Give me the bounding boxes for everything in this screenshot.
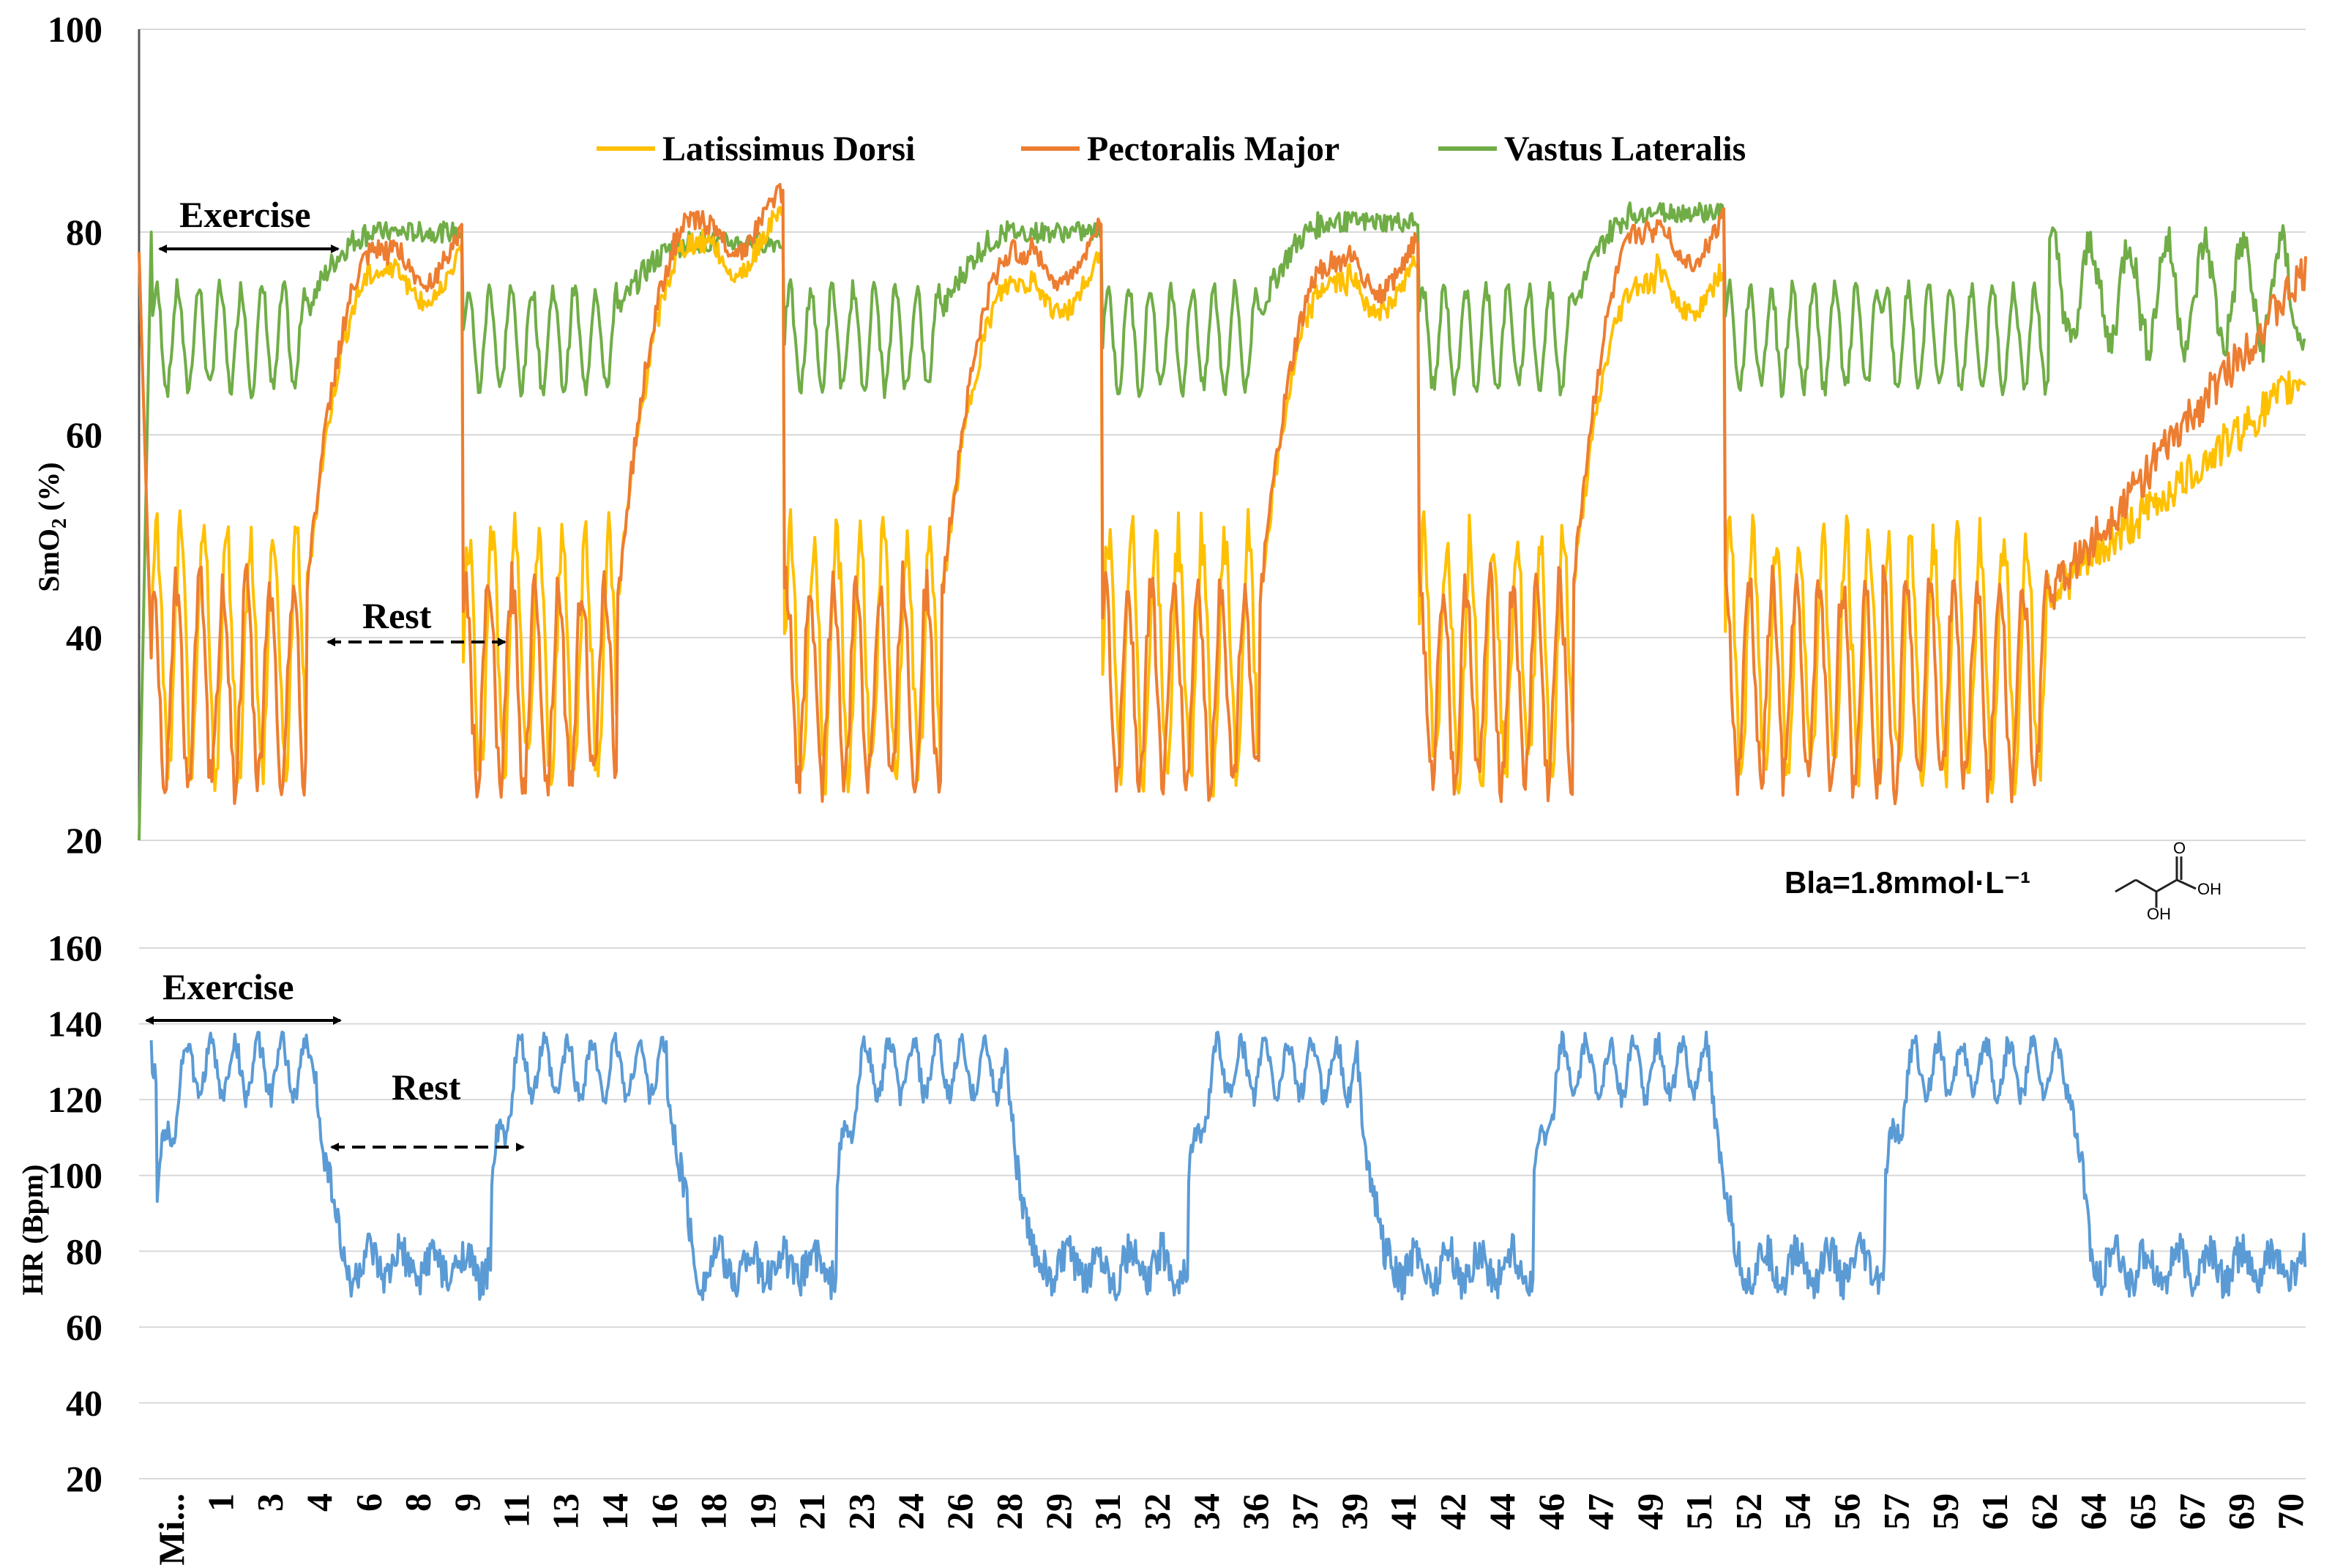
lactic-acid-oh-label-2: OH bbox=[2147, 905, 2171, 923]
hr-y-tick-label: 80 bbox=[66, 1231, 102, 1272]
smo2-y-tick-label: 100 bbox=[48, 9, 102, 50]
x-tick-label: 28 bbox=[989, 1493, 1030, 1530]
lactic-acid-o-label: O bbox=[2173, 839, 2186, 857]
x-tick-label: 1 bbox=[200, 1493, 241, 1512]
legend-label-vastus-lateralis: Vastus Lateralis bbox=[1504, 130, 1746, 168]
x-tick-label: 36 bbox=[1235, 1493, 1276, 1530]
hr-y-ticks: 20 40 60 80 100 120 140 160 bbox=[48, 927, 102, 1499]
x-tick-label: 54 bbox=[1777, 1493, 1818, 1530]
hr-exercise-label: Exercise bbox=[162, 966, 294, 1007]
x-tick-label: 8 bbox=[397, 1493, 438, 1512]
x-tick-label: 49 bbox=[1629, 1493, 1670, 1530]
hr-x-ticks: Mi... 1 3 4 6 8 9 11 13 14 16 18 19 21 23 24 26 28 29 31 32 3… bbox=[151, 1493, 2311, 1566]
hr-y-tick-label: 100 bbox=[48, 1155, 102, 1196]
hr-rest-label: Rest bbox=[392, 1067, 461, 1108]
x-tick-label: 16 bbox=[643, 1493, 684, 1530]
series-line-hr bbox=[149, 1030, 2307, 1302]
x-tick-label: 23 bbox=[841, 1493, 882, 1530]
x-tick-label: 65 bbox=[2122, 1493, 2163, 1530]
hr-series-line bbox=[149, 1030, 2307, 1302]
smo2-chart: 20 40 60 80 100 SmO2 (%) Latissimus Dorsi Pe… bbox=[32, 9, 2307, 923]
x-tick-label: 19 bbox=[742, 1493, 783, 1530]
smo2-series-lines bbox=[138, 182, 2307, 841]
x-tick-label: 44 bbox=[1481, 1493, 1522, 1530]
x-tick-label: 67 bbox=[2171, 1493, 2212, 1530]
x-tick-label: 18 bbox=[693, 1493, 734, 1530]
hr-y-tick-label: 160 bbox=[48, 927, 102, 968]
smo2-legend: Latissimus Dorsi Pectoralis Major Vastus… bbox=[597, 130, 1746, 168]
x-tick-label: 51 bbox=[1678, 1493, 1719, 1530]
x-tick-label: 34 bbox=[1186, 1493, 1227, 1530]
x-tick-label: Mi... bbox=[151, 1493, 192, 1566]
hr-chart: 20 40 60 80 100 120 140 160 HR (Bpm) Exercise R… bbox=[16, 927, 2311, 1566]
hr-gridlines bbox=[139, 947, 2306, 1479]
smo2-exercise-label: Exercise bbox=[179, 194, 311, 235]
hr-y-tick-label: 120 bbox=[48, 1079, 102, 1120]
lactic-acid-structure-icon bbox=[2115, 856, 2197, 908]
x-tick-label: 57 bbox=[1875, 1493, 1916, 1530]
x-tick-label: 29 bbox=[1038, 1493, 1079, 1530]
x-tick-label: 41 bbox=[1383, 1493, 1424, 1530]
smo2-y-tick-label: 60 bbox=[66, 414, 102, 455]
x-tick-label: 21 bbox=[791, 1493, 832, 1530]
x-tick-label: 14 bbox=[594, 1493, 635, 1530]
x-tick-label: 9 bbox=[446, 1493, 487, 1512]
smo2-y-tick-label: 80 bbox=[66, 212, 102, 253]
x-tick-label: 46 bbox=[1531, 1493, 1572, 1530]
series-line-vastus-lateralis bbox=[138, 201, 2306, 841]
x-tick-label: 42 bbox=[1432, 1493, 1473, 1530]
x-tick-label: 69 bbox=[2221, 1493, 2262, 1530]
hr-y-axis-label: HR (Bpm) bbox=[16, 1165, 49, 1296]
x-tick-label: 4 bbox=[299, 1493, 340, 1512]
x-tick-label: 64 bbox=[2073, 1493, 2114, 1530]
lactic-acid-oh-label: OH bbox=[2197, 880, 2221, 898]
smo2-y-tick-label: 40 bbox=[66, 617, 102, 658]
hr-y-tick-label: 60 bbox=[66, 1307, 102, 1348]
x-tick-label: 52 bbox=[1727, 1493, 1768, 1530]
series-line-pectoralis-major bbox=[138, 182, 2307, 805]
lactate-label: Bla=1.8mmol·L⁻¹ bbox=[1784, 865, 2030, 900]
smo2-y-ticks: 20 40 60 80 100 bbox=[48, 9, 102, 861]
x-tick-label: 11 bbox=[496, 1493, 537, 1528]
hr-y-tick-label: 140 bbox=[48, 1004, 102, 1045]
hr-y-tick-label: 20 bbox=[66, 1458, 102, 1499]
x-tick-label: 47 bbox=[1580, 1493, 1621, 1530]
x-tick-label: 61 bbox=[1974, 1493, 2015, 1530]
x-tick-label: 32 bbox=[1137, 1493, 1178, 1530]
legend-label-pectoralis-major: Pectoralis Major bbox=[1087, 130, 1339, 168]
x-tick-label: 6 bbox=[348, 1493, 389, 1512]
x-tick-label: 39 bbox=[1334, 1493, 1375, 1530]
hr-y-tick-label: 40 bbox=[66, 1382, 102, 1423]
x-tick-label: 62 bbox=[2023, 1493, 2064, 1530]
x-tick-label: 59 bbox=[1925, 1493, 1966, 1530]
x-tick-label: 3 bbox=[250, 1493, 291, 1512]
x-tick-label: 24 bbox=[890, 1493, 931, 1530]
legend-label-latissimus-dorsi: Latissimus Dorsi bbox=[662, 130, 915, 168]
x-tick-label: 26 bbox=[939, 1493, 980, 1530]
x-tick-label: 37 bbox=[1284, 1493, 1325, 1530]
x-tick-label: 13 bbox=[545, 1493, 586, 1530]
smo2-y-tick-label: 20 bbox=[66, 820, 102, 861]
x-tick-label: 70 bbox=[2270, 1493, 2311, 1530]
smo2-rest-label: Rest bbox=[362, 595, 432, 636]
x-tick-label: 31 bbox=[1087, 1493, 1128, 1530]
smo2-y-axis-label: SmO2 (%) bbox=[32, 462, 71, 591]
x-tick-label: 56 bbox=[1826, 1493, 1867, 1530]
